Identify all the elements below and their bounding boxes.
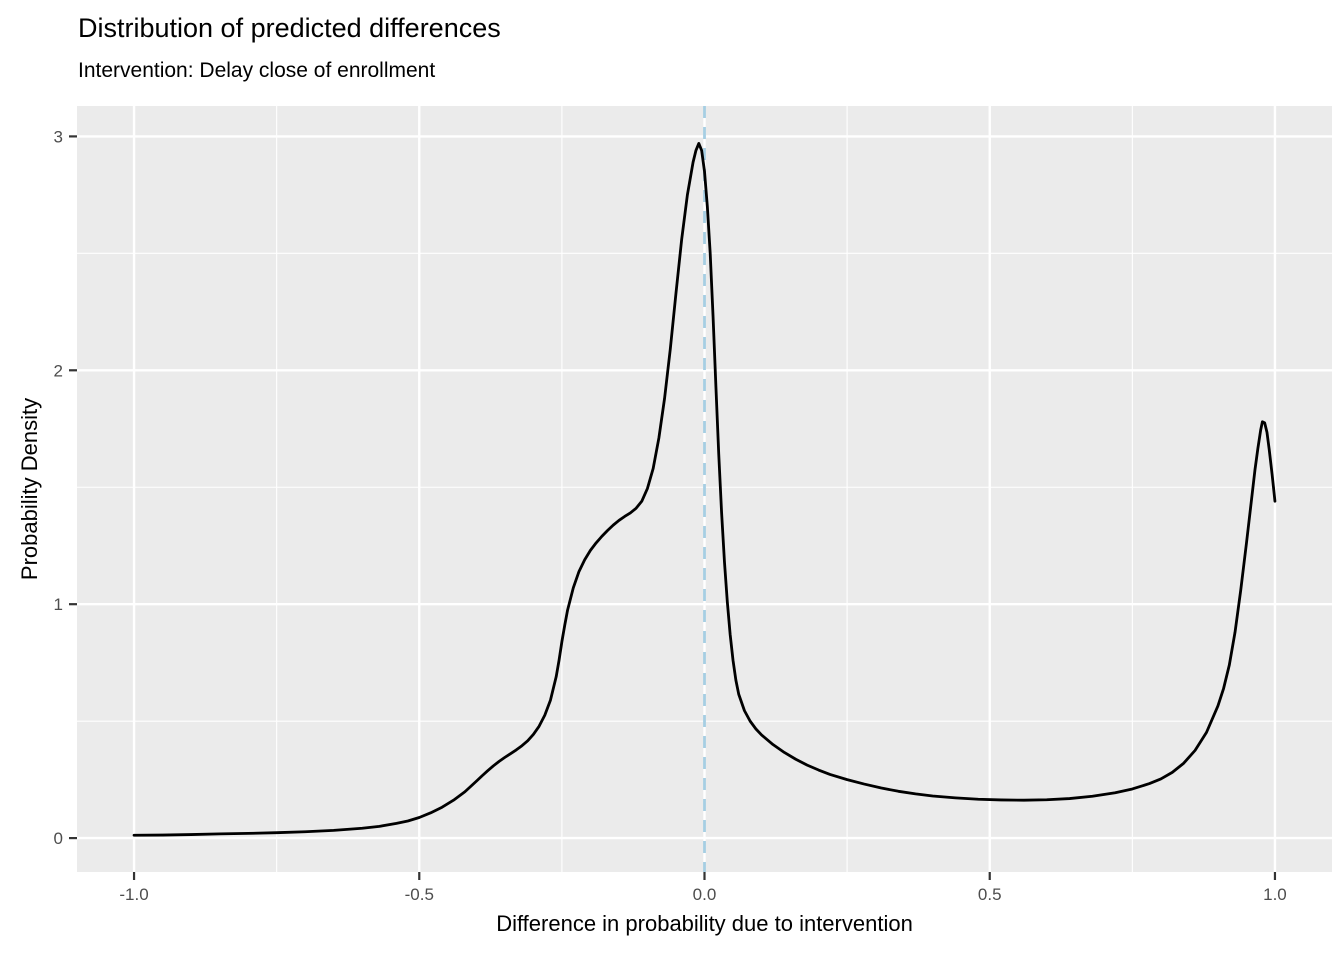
y-tick-label: 2 bbox=[54, 361, 63, 380]
x-tick-label: 0.5 bbox=[978, 885, 1002, 904]
y-tick-label: 3 bbox=[54, 127, 63, 146]
plot-panel: -1.0 -0.5 0.0 0.5 1.0 0 1 2 3 bbox=[54, 106, 1332, 904]
x-tick-label: -1.0 bbox=[119, 885, 148, 904]
chart-subtitle: Intervention: Delay close of enrollment bbox=[78, 59, 436, 82]
x-axis-title: Difference in probability due to interve… bbox=[496, 911, 913, 936]
y-tick-label: 1 bbox=[54, 595, 63, 614]
x-tick-label: -0.5 bbox=[405, 885, 434, 904]
x-tick-label: 0.0 bbox=[693, 885, 717, 904]
y-tick-label: 0 bbox=[54, 829, 63, 848]
density-curve bbox=[132, 142, 1277, 837]
x-tick-label: 1.0 bbox=[1263, 885, 1287, 904]
chart-title: Distribution of predicted differences bbox=[78, 13, 501, 43]
density-plot-canvas: -1.0 -0.5 0.0 0.5 1.0 0 1 2 3 bbox=[54, 106, 1332, 904]
y-axis-title: Probability Density bbox=[17, 397, 42, 581]
